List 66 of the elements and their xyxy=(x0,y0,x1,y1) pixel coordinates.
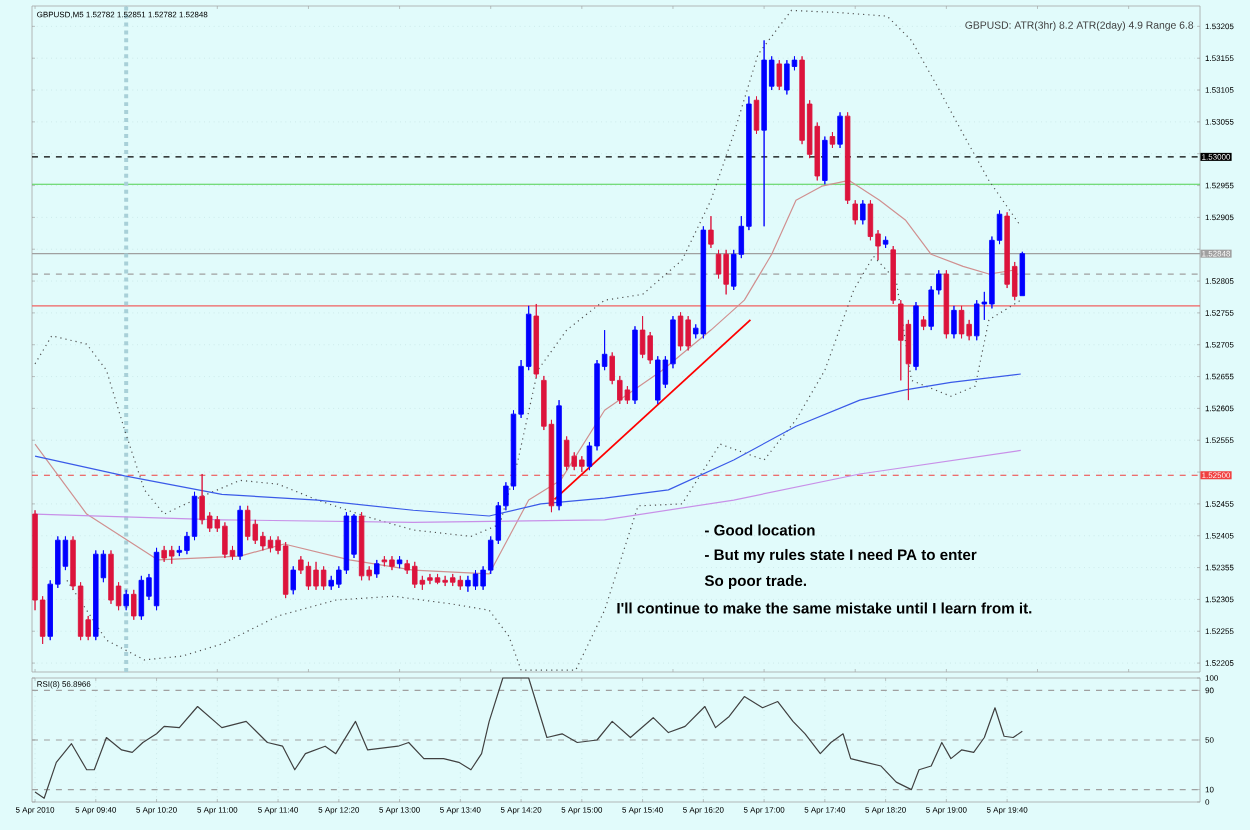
candlestick xyxy=(761,39,767,227)
line-series xyxy=(34,179,1014,575)
candlestick xyxy=(890,245,896,305)
candlestick xyxy=(320,565,327,591)
candlestick xyxy=(556,399,562,511)
line-series xyxy=(66,255,1022,671)
candlestick xyxy=(244,505,251,541)
candlestick xyxy=(677,311,684,351)
candlestick xyxy=(860,199,866,225)
candlestick xyxy=(829,131,836,149)
candlestick xyxy=(882,236,889,249)
candlestick xyxy=(958,305,965,339)
candlestick xyxy=(563,435,570,471)
candlestick xyxy=(131,589,137,621)
candlestick xyxy=(313,561,319,591)
candlestick xyxy=(396,555,403,569)
candlestick xyxy=(844,111,851,205)
candlestick xyxy=(579,455,585,473)
line-series xyxy=(34,373,1022,517)
candlestick xyxy=(457,575,464,591)
line-series xyxy=(34,449,1022,523)
candlestick xyxy=(685,315,691,351)
candlestick xyxy=(920,315,927,331)
candlestick xyxy=(465,575,471,593)
candlestick xyxy=(138,575,145,621)
candlestick xyxy=(822,136,828,185)
candlestick xyxy=(222,521,228,559)
candlestick xyxy=(450,573,456,587)
candlestick xyxy=(723,249,729,295)
candlestick xyxy=(1019,251,1026,297)
candlestick xyxy=(852,199,858,225)
candlestick xyxy=(169,545,175,565)
candlestick xyxy=(913,301,919,371)
candlestick xyxy=(434,573,441,585)
candlestick xyxy=(267,535,274,553)
candlestick xyxy=(358,511,365,581)
candlestick xyxy=(776,59,783,91)
candlestick xyxy=(700,225,707,339)
candlestick xyxy=(199,473,205,525)
candlestick xyxy=(708,215,714,249)
candlestick xyxy=(123,589,129,611)
candlestick xyxy=(282,541,289,599)
candlestick xyxy=(533,303,539,379)
candlestick xyxy=(837,111,843,149)
candlestick xyxy=(389,555,395,571)
candlestick xyxy=(305,561,312,591)
candlestick xyxy=(161,545,167,563)
candlestick xyxy=(93,549,99,641)
candlestick xyxy=(784,59,790,95)
candlestick xyxy=(427,573,433,585)
candlestick xyxy=(237,505,243,561)
candlestick xyxy=(108,549,114,605)
candlestick xyxy=(412,561,418,589)
candlestick xyxy=(632,325,638,405)
candlestick xyxy=(381,555,388,567)
candlestick xyxy=(290,565,296,595)
candlestick xyxy=(639,315,646,359)
candlestick xyxy=(753,95,760,135)
candlestick xyxy=(442,575,448,587)
candlestick xyxy=(974,299,980,341)
candlestick xyxy=(655,355,661,405)
candlestick xyxy=(472,569,479,591)
candlestick xyxy=(374,559,380,579)
candlestick xyxy=(951,305,957,339)
candlestick xyxy=(153,547,160,611)
candlestick xyxy=(943,269,950,339)
